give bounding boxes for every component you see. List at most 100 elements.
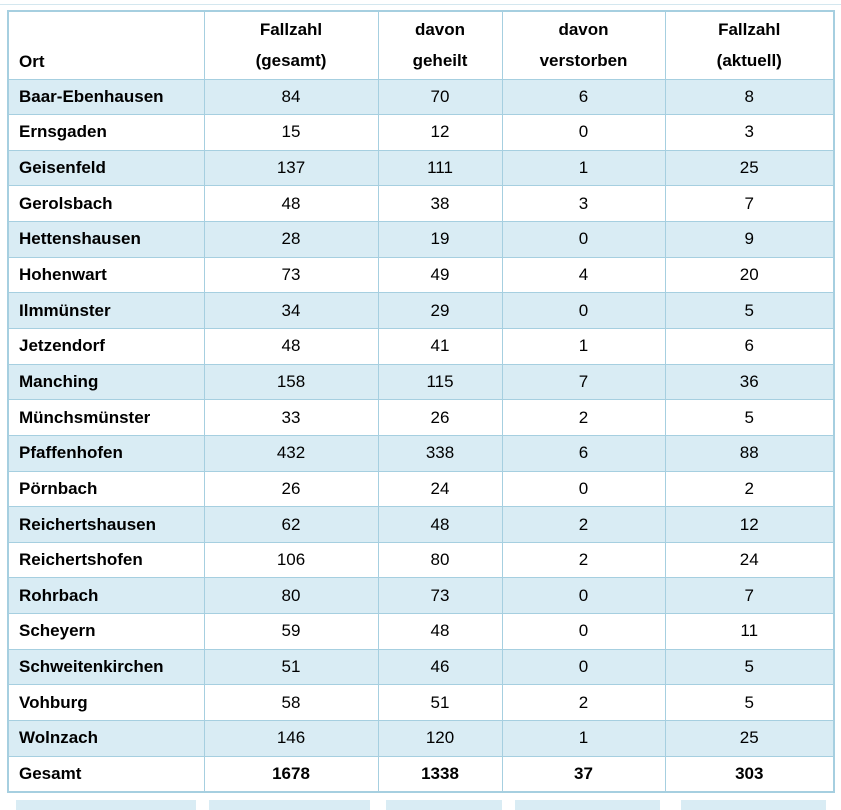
- table-row: Vohburg 58 51 2 5: [7, 684, 835, 722]
- cell-verstorben: 0: [501, 577, 666, 615]
- cell-verstorben: 1: [501, 327, 666, 365]
- cell-ort: Wolnzach: [7, 720, 205, 757]
- cell-ort: Manching: [7, 363, 205, 401]
- cell-verstorben: 0: [501, 221, 666, 258]
- cell-geheilt: 115: [377, 363, 503, 401]
- cell-aktuell: 88: [664, 434, 835, 472]
- cell-geheilt: 1338: [377, 755, 503, 793]
- cell-ort: Geisenfeld: [7, 149, 205, 187]
- cell-geheilt: 26: [377, 399, 503, 436]
- cell-gesamt: 33: [203, 399, 379, 436]
- header-row: Ort Fallzahl (gesamt) davon geheilt davo…: [7, 10, 835, 80]
- cell-gesamt: 73: [203, 256, 379, 294]
- cell-gesamt: 62: [203, 506, 379, 543]
- cell-verstorben: 2: [501, 506, 666, 543]
- cell-geheilt: 73: [377, 577, 503, 615]
- cell-aktuell: 11: [664, 613, 835, 650]
- table-row: Ilmmünster 34 29 0 5: [7, 292, 835, 329]
- table-row: Manching 158 115 7 36: [7, 363, 835, 401]
- cell-gesamt: 1678: [203, 755, 379, 793]
- table-row: Scheyern 59 48 0 11: [7, 613, 835, 650]
- cell-ort: Reichertshofen: [7, 541, 205, 579]
- cell-gesamt: 137: [203, 149, 379, 187]
- cell-gesamt: 28: [203, 221, 379, 258]
- total-row: Gesamt 1678 1338 37 303: [7, 755, 835, 793]
- cell-gesamt: 15: [203, 114, 379, 151]
- header-label-line1: Fallzahl: [259, 20, 323, 40]
- cell-geheilt: 41: [377, 327, 503, 365]
- table-row: Pörnbach 26 24 0 2: [7, 470, 835, 508]
- header-label: Ort: [19, 51, 45, 71]
- cell-ort: Pfaffenhofen: [7, 434, 205, 472]
- cell-ort: Vohburg: [7, 684, 205, 722]
- top-divider-line: [0, 4, 841, 5]
- cell-verstorben: 3: [501, 185, 666, 223]
- cell-ort: Pörnbach: [7, 470, 205, 508]
- cell-gesamt: 48: [203, 185, 379, 223]
- cell-geheilt: 51: [377, 684, 503, 722]
- cell-aktuell: 5: [664, 648, 835, 686]
- cell-verstorben: 6: [501, 78, 666, 116]
- cell-aktuell: 20: [664, 256, 835, 294]
- cell-verstorben: 0: [501, 114, 666, 151]
- table-row: Rohrbach 80 73 0 7: [7, 577, 835, 615]
- header-label-line1: davon: [414, 20, 466, 40]
- header-label-line1: davon: [558, 20, 609, 40]
- cell-gesamt: 58: [203, 684, 379, 722]
- cell-verstorben: 2: [501, 399, 666, 436]
- partial-row-cell: [16, 800, 196, 810]
- cell-verstorben: 4: [501, 256, 666, 294]
- cell-gesamt: 34: [203, 292, 379, 329]
- cell-aktuell: 7: [664, 185, 835, 223]
- cell-verstorben: 0: [501, 613, 666, 650]
- cell-geheilt: 29: [377, 292, 503, 329]
- cell-verstorben: 1: [501, 720, 666, 757]
- cell-ort: Reichertshausen: [7, 506, 205, 543]
- cell-aktuell: 6: [664, 327, 835, 365]
- table-row: Ernsgaden 15 12 0 3: [7, 114, 835, 151]
- header-label-line2: (gesamt): [255, 51, 327, 71]
- cell-ort: Gerolsbach: [7, 185, 205, 223]
- cell-ort: Ernsgaden: [7, 114, 205, 151]
- column-header-fallzahl-aktuell: Fallzahl (aktuell): [664, 10, 835, 80]
- table-row: Hettenshausen 28 19 0 9: [7, 221, 835, 258]
- table-row: Schweitenkirchen 51 46 0 5: [7, 648, 835, 686]
- cell-geheilt: 46: [377, 648, 503, 686]
- cell-geheilt: 111: [377, 149, 503, 187]
- cell-ort: Gesamt: [7, 755, 205, 793]
- cell-aktuell: 36: [664, 363, 835, 401]
- cell-geheilt: 49: [377, 256, 503, 294]
- cell-geheilt: 12: [377, 114, 503, 151]
- cell-ort: Hohenwart: [7, 256, 205, 294]
- cell-aktuell: 9: [664, 221, 835, 258]
- column-header-davon-verstorben: davon verstorben: [501, 10, 666, 80]
- cell-aktuell: 24: [664, 541, 835, 579]
- table-row: Münchsmünster 33 26 2 5: [7, 399, 835, 436]
- cell-gesamt: 158: [203, 363, 379, 401]
- partial-row-cell: [209, 800, 370, 810]
- table-row: Pfaffenhofen 432 338 6 88: [7, 434, 835, 472]
- header-label-line2: (aktuell): [716, 51, 782, 71]
- cell-aktuell: 2: [664, 470, 835, 508]
- cell-gesamt: 26: [203, 470, 379, 508]
- cell-gesamt: 80: [203, 577, 379, 615]
- cell-gesamt: 51: [203, 648, 379, 686]
- header-label-line1: Fallzahl: [718, 20, 781, 40]
- cell-ort: Ilmmünster: [7, 292, 205, 329]
- column-header-fallzahl-gesamt: Fallzahl (gesamt): [203, 10, 379, 80]
- cell-ort: Baar-Ebenhausen: [7, 78, 205, 116]
- cell-geheilt: 120: [377, 720, 503, 757]
- cell-verstorben: 2: [501, 684, 666, 722]
- cell-geheilt: 19: [377, 221, 503, 258]
- cell-verstorben: 6: [501, 434, 666, 472]
- cell-gesamt: 106: [203, 541, 379, 579]
- column-header-davon-geheilt: davon geheilt: [377, 10, 503, 80]
- table-row: Gerolsbach 48 38 3 7: [7, 185, 835, 223]
- partial-row-cell: [515, 800, 660, 810]
- table-row: Wolnzach 146 120 1 25: [7, 720, 835, 757]
- cell-gesamt: 59: [203, 613, 379, 650]
- cell-ort: Schweitenkirchen: [7, 648, 205, 686]
- cell-gesamt: 432: [203, 434, 379, 472]
- table-row: Reichertshausen 62 48 2 12: [7, 506, 835, 543]
- cell-verstorben: 7: [501, 363, 666, 401]
